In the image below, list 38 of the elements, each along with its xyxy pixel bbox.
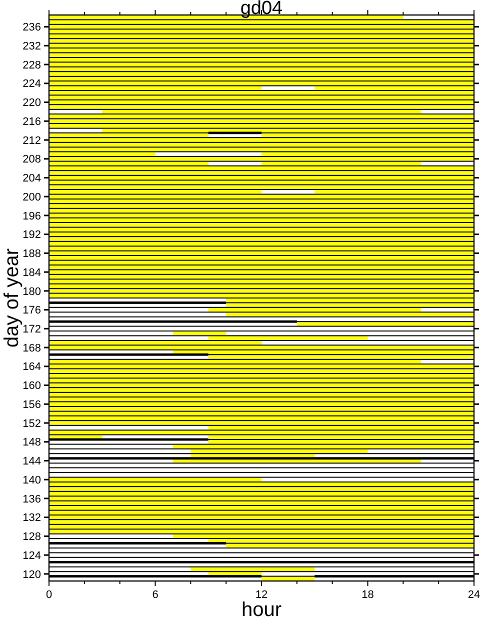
x-tick-label: 18	[362, 589, 374, 601]
y-tick-label: 136	[22, 493, 41, 506]
y-tick-label: 188	[22, 248, 41, 260]
y-tick-label: 132	[22, 512, 41, 524]
y-tick-label: 144	[22, 456, 41, 468]
y-tick-label: 160	[22, 380, 41, 392]
y-tick-label: 196	[22, 210, 41, 222]
y-tick-label: 184	[22, 266, 41, 279]
y-tick-label: 148	[22, 436, 41, 449]
y-tick-label: 228	[22, 59, 41, 72]
chart-title: gd04	[240, 0, 284, 19]
y-tick-label: 120	[22, 568, 41, 581]
y-tick-label: 180	[22, 286, 41, 298]
y-tick-label: 156	[22, 398, 41, 411]
y-tick-label: 204	[22, 172, 41, 185]
y-tick-label: 128	[22, 531, 41, 544]
y-tick-label: 124	[22, 550, 41, 562]
y-axis-title: day of year	[1, 248, 23, 348]
y-tick-label: 168	[22, 342, 41, 354]
x-axis-title: hour	[241, 599, 282, 621]
x-tick-label: 6	[152, 589, 158, 601]
y-tick-label: 152	[22, 418, 41, 430]
y-tick-label: 140	[22, 474, 41, 486]
y-tick-label: 164	[22, 361, 41, 374]
y-tick-label: 216	[22, 116, 41, 128]
y-tick-label: 208	[22, 154, 41, 166]
y-tick-label: 232	[22, 40, 41, 53]
y-tick-label: 192	[22, 229, 41, 242]
x-tick-label: 12	[255, 589, 268, 601]
y-tick-label: 176	[22, 304, 41, 317]
y-tick-label: 172	[22, 324, 41, 336]
y-tick-label: 220	[22, 97, 41, 110]
y-tick-label: 212	[22, 134, 41, 147]
y-tick-label: 224	[22, 78, 41, 90]
y-tick-label: 236	[22, 22, 41, 34]
x-tick-label: 24	[468, 589, 480, 601]
y-tick-label: 200	[22, 191, 41, 204]
x-tick-label: 0	[46, 589, 52, 601]
